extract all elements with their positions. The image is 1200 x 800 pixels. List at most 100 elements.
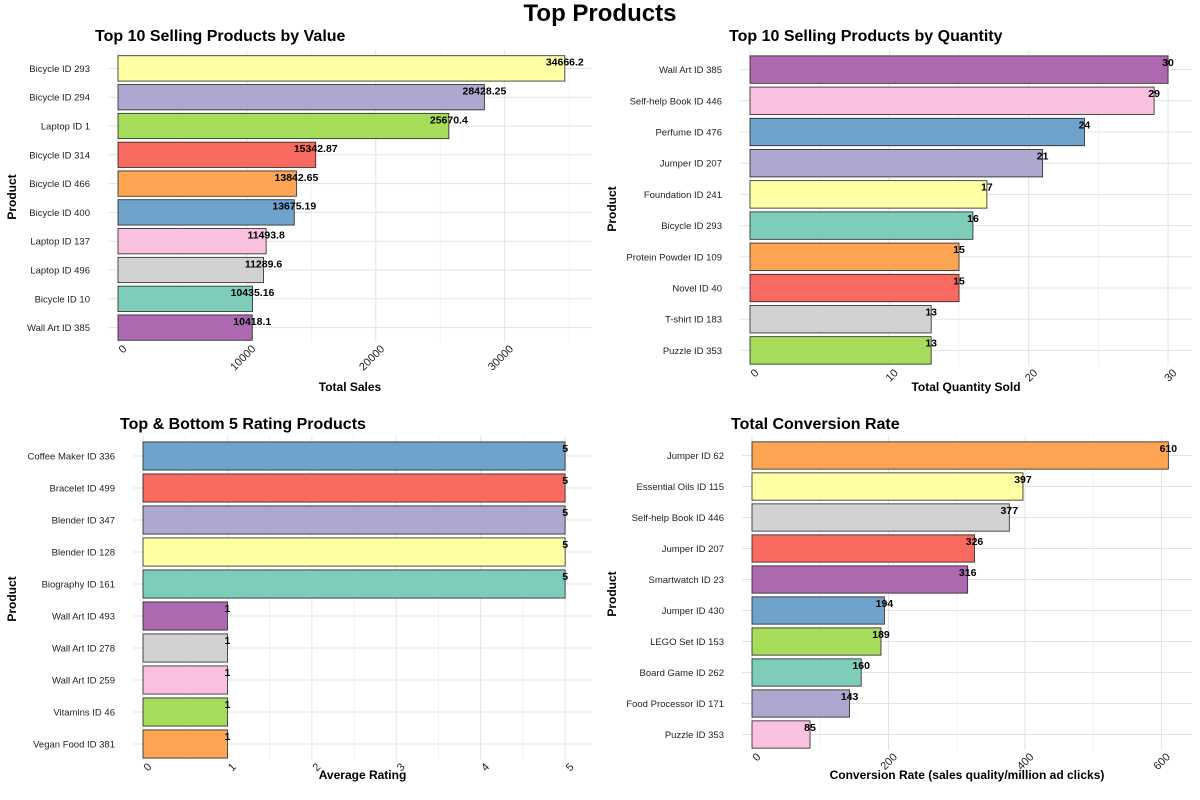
bar [142,729,228,759]
x-tick-label: 0 [117,343,130,356]
data-label: 25670.4 [430,114,468,126]
x-axis-label: Average Rating [318,768,407,782]
y-axis-label: Product [605,571,619,617]
category-tick-label: Blender ID 128 [52,548,115,559]
bar [117,314,253,341]
y-axis-label: Product [605,186,619,232]
category-tick-label: Bicycle ID 10 [35,294,90,305]
data-label: 143 [841,691,859,703]
x-tick-label: 30000 [486,343,516,373]
bar [749,336,932,365]
x-tick-label: 5 [564,761,577,774]
chart-title: Top & Bottom 5 Rating Products [120,416,366,433]
bar [751,472,1024,501]
bar [749,211,974,240]
x-tick-label: 600 [1152,751,1173,772]
bar [142,569,566,599]
data-label: 160 [852,660,870,672]
data-label: 610 [1160,443,1178,455]
category-tick-label: Coffee Maker ID 336 [28,452,115,463]
bar [117,141,317,168]
data-label: 1 [225,699,231,711]
category-tick-label: Wall Art ID 278 [52,644,115,655]
category-labels: Jumper ID 62 Essential Oils ID 115 Self-he… [626,451,724,741]
data-label: 10435.16 [231,287,275,299]
data-label: 5 [562,443,568,455]
category-tick-label: Laptop ID 1 [41,122,90,133]
x-tick-label: 1 [226,761,239,774]
category-tick-label: Bicycle ID 294 [29,93,90,104]
category-labels: Wall Art ID 385 Self-help Book ID 446 Perf… [626,65,722,357]
data-label: 326 [966,536,984,548]
bars [749,55,1169,365]
bar [142,505,566,535]
bar [751,720,811,749]
data-label: 1 [225,667,231,679]
data-label: 10418.1 [233,316,271,328]
category-tick-label: Protein Powder ID 109 [626,252,722,263]
figure-title: Top Products [523,0,677,27]
data-label: 194 [876,598,894,610]
y-axis-label: Product [5,576,19,622]
bar [751,534,975,563]
data-label: 15 [953,244,965,256]
x-axis-label: Total Quantity Sold [911,380,1021,394]
data-label: 13675.19 [272,201,316,213]
grid-lines [133,436,592,760]
bar [142,441,566,471]
category-tick-label: Perfume ID 476 [655,128,722,139]
category-tick-label: Vegan Food ID 381 [33,740,115,751]
x-tick-labels: 0 1 2 3 4 5 [142,761,577,774]
x-tick-labels: 0 10 20 30 [749,367,1180,384]
data-label: 189 [872,629,890,641]
x-tick-labels: 0 10000 20000 30000 [117,343,516,373]
x-tick-labels: 0 200 400 600 [751,751,1173,772]
bar [751,503,1010,532]
data-label: 397 [1014,474,1032,486]
chart-title: Top 10 Selling Products by Quantity [729,28,1003,45]
category-tick-label: Self-help Book ID 446 [630,96,722,107]
data-label: 15 [953,275,965,287]
bar [751,565,969,594]
data-label: 5 [562,475,568,487]
x-tick-label: 0 [749,367,762,380]
data-label: 1 [225,635,231,647]
category-tick-label: Puzzle ID 353 [663,346,722,357]
data-label: 11493.8 [247,230,285,242]
bar [749,305,932,334]
category-tick-label: Laptop ID 496 [30,266,90,277]
bar [142,633,228,663]
bar [117,84,485,111]
category-tick-label: Board Game ID 262 [640,668,725,679]
bar [142,697,228,727]
bar [117,55,566,82]
category-tick-label: Laptop ID 137 [30,237,90,248]
bar [751,689,851,718]
x-axis-label: Conversion Rate (sales quality/million a… [829,768,1105,782]
bar [749,242,960,271]
data-label: 85 [804,722,816,734]
bar [751,596,885,625]
category-tick-label: T-shirt ID 183 [665,315,722,326]
data-label: 5 [562,571,568,583]
category-tick-label: Wall Art ID 385 [659,65,722,76]
data-label: 28428.25 [463,86,507,98]
data-label: 1 [225,731,231,743]
bar [142,601,228,631]
bar [117,256,264,284]
data-labels: 610 397 377 326 316 194 189 160 143 85 [804,443,1177,734]
bar [749,273,960,303]
category-tick-label: Biography ID 161 [42,580,115,591]
bar [751,441,1169,470]
category-tick-label: Vitamins ID 46 [53,708,115,719]
bar [142,665,228,695]
data-label: 377 [1001,505,1019,517]
category-tick-label: Smartwatch ID 23 [649,575,725,586]
